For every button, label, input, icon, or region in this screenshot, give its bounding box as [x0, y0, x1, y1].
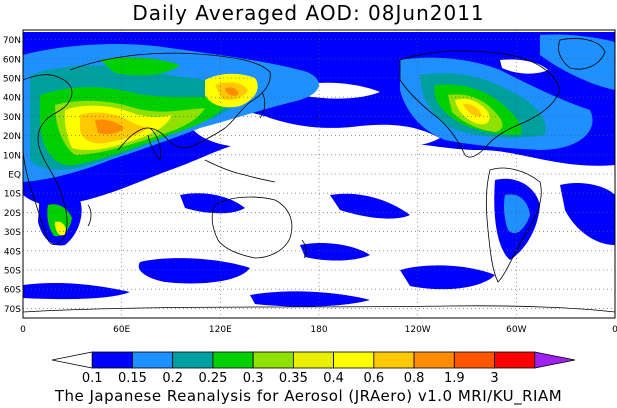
map-gridlines — [23, 30, 615, 318]
colorbar-swatch — [51, 351, 93, 369]
lon-label: 60E — [113, 325, 130, 335]
lat-label: 20N — [3, 132, 21, 142]
latitude-labels: 70N 60N 50N 40N 30N 20N 10N EQ 10S 20S 30S 40S 50S 60… — [3, 36, 21, 315]
colorbar-level-label: 0.6 — [364, 371, 385, 386]
lon-label: 120E — [209, 325, 232, 335]
colorbar-level-label: 0.3 — [243, 371, 264, 386]
colorbar-level-label: 1.9 — [444, 371, 465, 386]
lat-label: 10N — [3, 151, 21, 161]
lat-label: 70S — [4, 305, 21, 315]
lat-label: 60S — [4, 286, 21, 296]
colorbar-level-label: 0.35 — [279, 371, 308, 386]
lat-label: 20S — [4, 209, 21, 219]
colorbar-level-label: 0.4 — [323, 371, 344, 386]
colorbar-swatch — [534, 351, 576, 369]
colorbar-swatch — [292, 351, 335, 369]
colorbar-level-label: 0.25 — [198, 371, 227, 386]
longitude-labels: 0 60E 120E 180 120W 60W 0 — [20, 325, 617, 335]
colorbar-swatch — [373, 351, 415, 369]
lon-label: 0 — [20, 325, 26, 335]
colorbar-swatch — [494, 351, 536, 369]
lat-label: 40S — [4, 247, 21, 257]
lat-label: 30N — [3, 113, 21, 123]
lat-label: 10S — [4, 190, 21, 200]
colorbar-level-label: 0.15 — [118, 371, 147, 386]
lon-label: 60W — [506, 325, 526, 335]
lat-label: 40N — [3, 94, 21, 104]
map-frame — [22, 29, 616, 319]
coastlines — [23, 38, 615, 313]
colorbar-swatch — [413, 351, 455, 369]
map-title: Daily Averaged AOD: 08Jun2011 — [132, 1, 485, 25]
colorbar-swatch — [333, 351, 375, 369]
lat-label: 70N — [3, 36, 21, 46]
colorbar-level-label: 3 — [490, 371, 498, 386]
colorbar-swatch — [91, 351, 133, 369]
footer-credit: The Japanese Reanalysis for Aerosol (JRA… — [54, 387, 563, 405]
lat-label: 50N — [3, 75, 21, 85]
colorbar-swatch — [172, 351, 214, 369]
lat-label: 50S — [4, 267, 21, 277]
lon-label: 120W — [405, 325, 431, 335]
lon-label: 0 — [612, 325, 617, 335]
lat-label: EQ — [8, 171, 21, 181]
colorbar-level-label: 0.1 — [82, 371, 103, 386]
colorbar-level-label: 0.8 — [404, 371, 425, 386]
lat-label: 60N — [3, 55, 21, 65]
lat-label: 30S — [4, 228, 21, 238]
lon-label: 180 — [310, 325, 327, 335]
colorbar-swatch — [132, 351, 174, 369]
colorbar-swatch — [252, 351, 294, 369]
colorbar-level-label: 0.2 — [162, 371, 183, 386]
colorbar-swatch — [453, 351, 495, 369]
colorbar-swatch — [212, 351, 254, 369]
